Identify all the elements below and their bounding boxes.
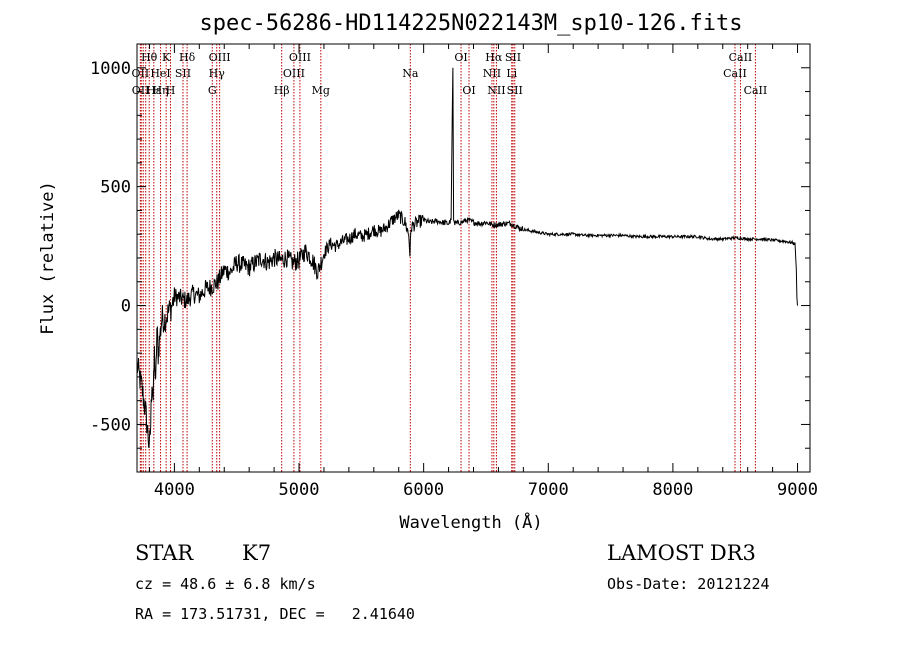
x-tick-label: 5000 [279,480,320,500]
x-tick-label: 9000 [777,480,818,500]
line-label-20: Hα [485,51,503,64]
y-axis-label: Flux (relative) [38,181,58,335]
x-tick-label: 7000 [528,480,569,500]
line-label-28: CaII [744,84,768,97]
x-tick-label: 6000 [403,480,444,500]
x-axis-ticks: 4000 5000 6000 7000 8000 9000 [148,44,818,500]
redshift-value: cz = 48.6 ± 6.8 km/s [135,575,316,593]
observation-date: Obs-Date: 20121224 [607,575,770,593]
coordinates: RA = 173.51731, DEC = 2.41640 [135,605,415,623]
line-label-6: K [162,51,171,64]
object-class: STAR [135,541,194,565]
line-label-1: OII [132,67,150,80]
line-label-9: Hδ [179,51,196,64]
y-tick-label: 500 [100,178,131,198]
line-label-23: SII [505,51,521,64]
line-label-26: CaII [729,51,753,64]
x-tick-label: 8000 [652,480,693,500]
spectrum-series-line [136,67,798,449]
line-label-0: Hθ [141,51,158,64]
line-label-17: Na [402,67,419,80]
line-label-15: OIII [283,67,305,80]
line-label-25: SII [507,84,523,97]
object-subclass: K7 [242,541,271,565]
survey-name: LAMOST DR3 [607,541,756,565]
x-axis-label: Wavelength (Å) [399,511,542,533]
y-tick-label: -500 [90,415,131,435]
line-label-5: HeI [150,67,170,80]
line-label-3: Hε [146,84,162,97]
line-label-2: OII [132,84,150,97]
line-label-16: Mg [312,84,330,97]
line-label-13: Hβ [274,84,290,97]
line-label-21: NII [483,67,501,80]
y-tick-label: 1000 [90,59,131,79]
line-label-8: SII [175,67,191,80]
chart-title: spec-56286-HD114225N022143M_sp10-126.fit… [199,11,742,36]
line-label-11: Hγ [209,67,226,80]
y-tick-label: 0 [121,297,131,317]
line-label-22: NII [487,84,505,97]
line-label-18: OI [454,51,467,64]
line-label-19: OI [462,84,475,97]
line-label-7: H [166,84,176,97]
line-label-10: OIII [209,51,231,64]
y-axis-ticks: -500 0 500 1000 [90,43,810,449]
line-label-27: CaII [723,67,747,80]
line-label-4: Hη [152,84,168,97]
line-label-24: Li [506,67,517,80]
x-tick-label: 4000 [154,480,195,500]
line-label-14: OIII [289,51,311,64]
spectral-line-markers [139,44,756,472]
plot-frame [136,43,811,473]
line-label-12: G [208,84,217,97]
